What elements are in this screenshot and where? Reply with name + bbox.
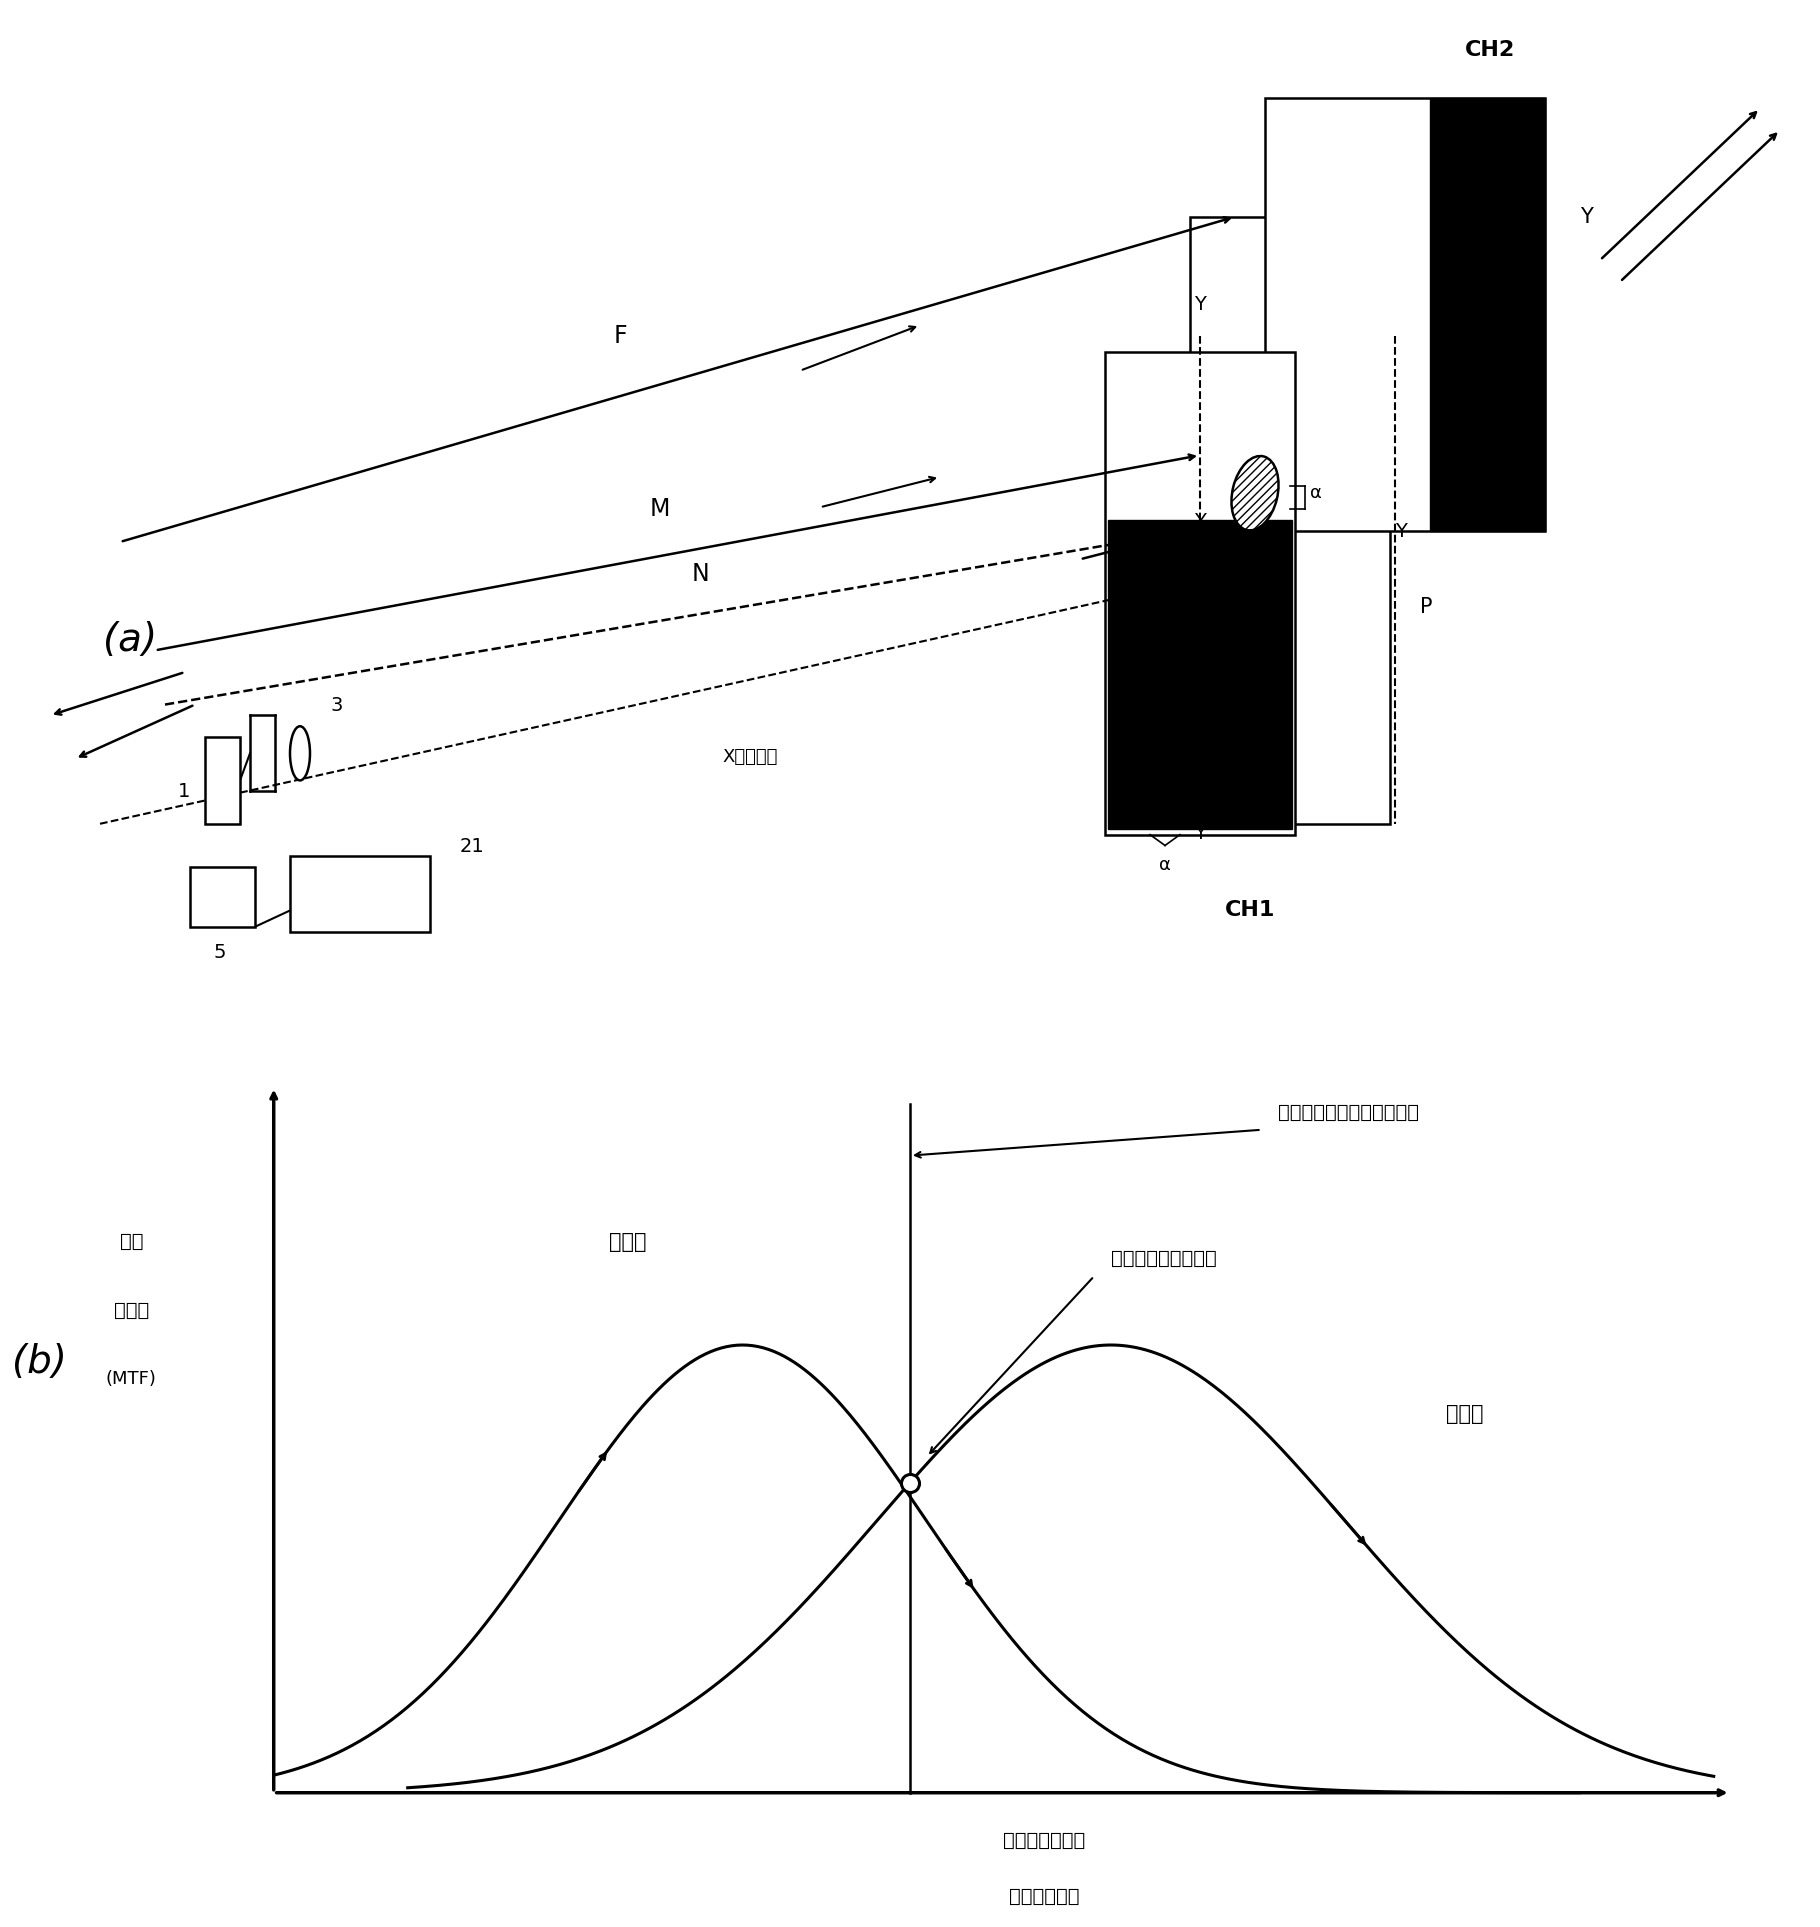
Text: Y: Y (1194, 295, 1207, 314)
Text: F: F (613, 324, 626, 349)
Polygon shape (289, 856, 430, 933)
Text: CH1: CH1 (1225, 900, 1276, 919)
Polygon shape (1431, 98, 1545, 532)
Text: Y: Y (1580, 206, 1592, 227)
Text: 目标位置处的焦点调节位置: 目标位置处的焦点调节位置 (1278, 1102, 1420, 1122)
Text: （焦点位置）: （焦点位置） (1008, 1887, 1079, 1906)
Text: Y: Y (1194, 825, 1207, 842)
Ellipse shape (289, 726, 309, 780)
Text: 评价値: 评价値 (115, 1301, 149, 1320)
Text: 5: 5 (213, 942, 226, 962)
Text: 摄像镜头的位置: 摄像镜头的位置 (1003, 1831, 1085, 1850)
Text: 21: 21 (460, 838, 484, 856)
Text: (a): (a) (104, 620, 157, 659)
Text: M: M (650, 497, 670, 522)
Text: 焦点: 焦点 (120, 1231, 144, 1251)
Text: Y: Y (1194, 513, 1207, 532)
Text: P: P (1420, 597, 1432, 617)
Text: 3: 3 (329, 696, 342, 715)
Text: α: α (1310, 484, 1321, 503)
Text: (b): (b) (13, 1343, 67, 1382)
Text: α: α (1159, 856, 1170, 875)
Text: CH2: CH2 (1465, 40, 1514, 60)
Polygon shape (189, 867, 255, 927)
Text: X（光轴）: X（光轴） (723, 748, 777, 765)
Ellipse shape (1232, 457, 1278, 530)
Polygon shape (1265, 98, 1545, 532)
Text: 焦点评价値的一致点: 焦点评价値的一致点 (1110, 1249, 1218, 1268)
Text: Y: Y (1394, 522, 1407, 541)
Polygon shape (1105, 353, 1296, 834)
Text: 第二图: 第二图 (608, 1231, 646, 1253)
Polygon shape (1108, 520, 1292, 829)
Text: (MTF): (MTF) (106, 1370, 157, 1389)
Polygon shape (1190, 218, 1390, 825)
Text: 1: 1 (178, 782, 189, 802)
Text: 第一图: 第一图 (1445, 1405, 1483, 1424)
Text: N: N (692, 563, 708, 586)
Bar (206, 738, 240, 825)
